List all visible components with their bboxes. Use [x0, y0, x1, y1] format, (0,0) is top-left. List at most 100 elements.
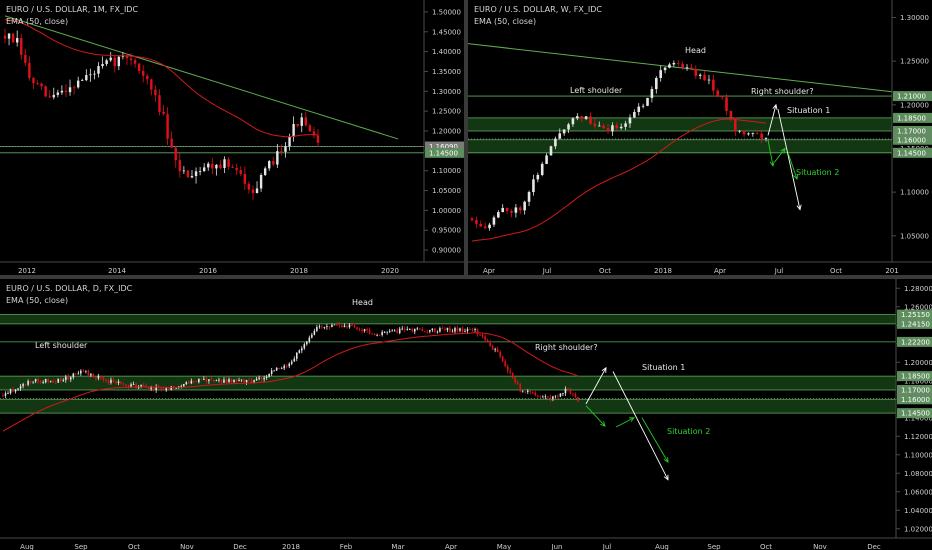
candle-body	[532, 179, 535, 193]
candle-body	[388, 330, 391, 332]
candle-body	[641, 105, 645, 107]
candle-body	[28, 62, 31, 78]
candle	[464, 328, 466, 333]
candle	[42, 380, 44, 384]
candle	[539, 395, 542, 398]
candle	[101, 56, 104, 69]
candle	[213, 379, 215, 383]
annotation-left-shoulder: Left shoulder	[35, 341, 88, 350]
candle-body	[470, 218, 474, 221]
candle	[574, 392, 577, 399]
candle	[37, 377, 39, 384]
candle-body	[223, 159, 226, 169]
candle	[303, 342, 306, 350]
candle	[496, 346, 499, 353]
candle-body	[120, 381, 122, 384]
candle-body	[524, 391, 527, 393]
daily-chart-panel[interactable]: 1.280001.260001.240001.220001.200001.180…	[0, 279, 932, 550]
candle	[567, 122, 570, 134]
candle	[259, 173, 263, 192]
candle-body	[67, 376, 70, 380]
candle	[676, 59, 680, 67]
candle-body	[137, 63, 141, 72]
candle	[602, 123, 605, 129]
candle-body	[182, 384, 185, 387]
candle	[150, 78, 153, 96]
candle	[107, 378, 110, 386]
candle	[122, 382, 125, 386]
candle-body	[308, 337, 311, 342]
candle	[195, 380, 198, 383]
time-axis-tick-label: 2020	[381, 267, 399, 275]
monthly-chart-panel[interactable]: 1.50000 1.45000 1.40000 1.35000 1.30000 1.250…	[0, 0, 464, 275]
candle	[328, 326, 331, 330]
candle-body	[720, 96, 724, 98]
price-level-badge: 1.16000	[893, 134, 932, 145]
candle-body	[537, 395, 539, 397]
time-axis-tick-label: Aug	[655, 543, 669, 550]
candle-body	[40, 83, 43, 87]
candle-body	[283, 365, 286, 369]
projection-arrow	[774, 148, 786, 162]
projection-arrow	[767, 139, 774, 167]
candle-body	[501, 207, 505, 213]
candle	[296, 123, 299, 128]
candle-body	[624, 123, 627, 127]
candle	[113, 55, 116, 73]
price-level-badge: 1.14500	[897, 408, 932, 419]
candle-body	[97, 66, 100, 74]
price-axis-tick-label: 1.14000	[904, 414, 932, 422]
time-axis-tick-label: Apr	[445, 543, 457, 550]
candle	[633, 109, 636, 118]
candle	[589, 112, 592, 126]
weekly-chart-panel[interactable]: 1.300001.250001.200001.150001.100001.050…	[468, 0, 932, 275]
time-axis-tick-label: Apr	[714, 267, 726, 275]
candle	[137, 62, 141, 75]
candle-body	[80, 370, 82, 374]
candle-body	[343, 325, 346, 328]
candle	[49, 380, 52, 383]
candle-body	[308, 125, 312, 132]
candle-body	[2, 394, 4, 396]
candle-body	[227, 159, 230, 167]
price-level-badge-label: 1.16000	[901, 396, 930, 404]
price-axis-tick-label: 1.04000	[904, 507, 932, 515]
candle-body	[483, 226, 487, 229]
candle-body	[633, 111, 636, 118]
candle	[76, 76, 80, 89]
candle	[81, 78, 84, 81]
candle-body	[567, 124, 570, 130]
daily-chart[interactable]: 1.280001.260001.240001.220001.200001.180…	[0, 279, 932, 550]
candle	[694, 65, 698, 79]
price-axis-tick-label: 1.26000	[904, 303, 932, 311]
candle-body	[328, 326, 331, 328]
candle-body	[210, 379, 213, 381]
monthly-chart[interactable]: 1.50000 1.45000 1.40000 1.35000 1.30000 1.250…	[0, 0, 464, 275]
candle-body	[446, 327, 449, 331]
candle	[576, 113, 579, 121]
candle-body	[263, 168, 267, 176]
chart-subtitle: EMA (50, close)	[6, 296, 68, 305]
candle	[466, 327, 469, 334]
candle-body	[403, 328, 406, 330]
candle-body	[129, 58, 133, 61]
candle-body	[105, 60, 108, 64]
panel-divider-horizontal[interactable]	[0, 275, 932, 279]
candle-body	[22, 384, 24, 387]
candle-body	[396, 330, 399, 334]
candle-body	[235, 379, 238, 382]
candle-body	[602, 125, 605, 129]
candle	[12, 387, 14, 393]
candle-body	[34, 378, 37, 382]
chart-title: EURO / U.S. DOLLAR, W, FX_IDC	[474, 5, 602, 14]
candle	[190, 378, 193, 385]
candle	[188, 380, 190, 385]
candle	[167, 387, 170, 391]
candle	[3, 28, 7, 44]
weekly-chart[interactable]: 1.300001.250001.200001.150001.100001.050…	[468, 0, 932, 275]
panel-divider-vertical[interactable]	[464, 0, 468, 275]
candle	[235, 378, 238, 384]
candle-body	[572, 393, 574, 395]
price-axis-tick-label: 1.10000	[432, 167, 461, 175]
candle	[491, 344, 494, 351]
